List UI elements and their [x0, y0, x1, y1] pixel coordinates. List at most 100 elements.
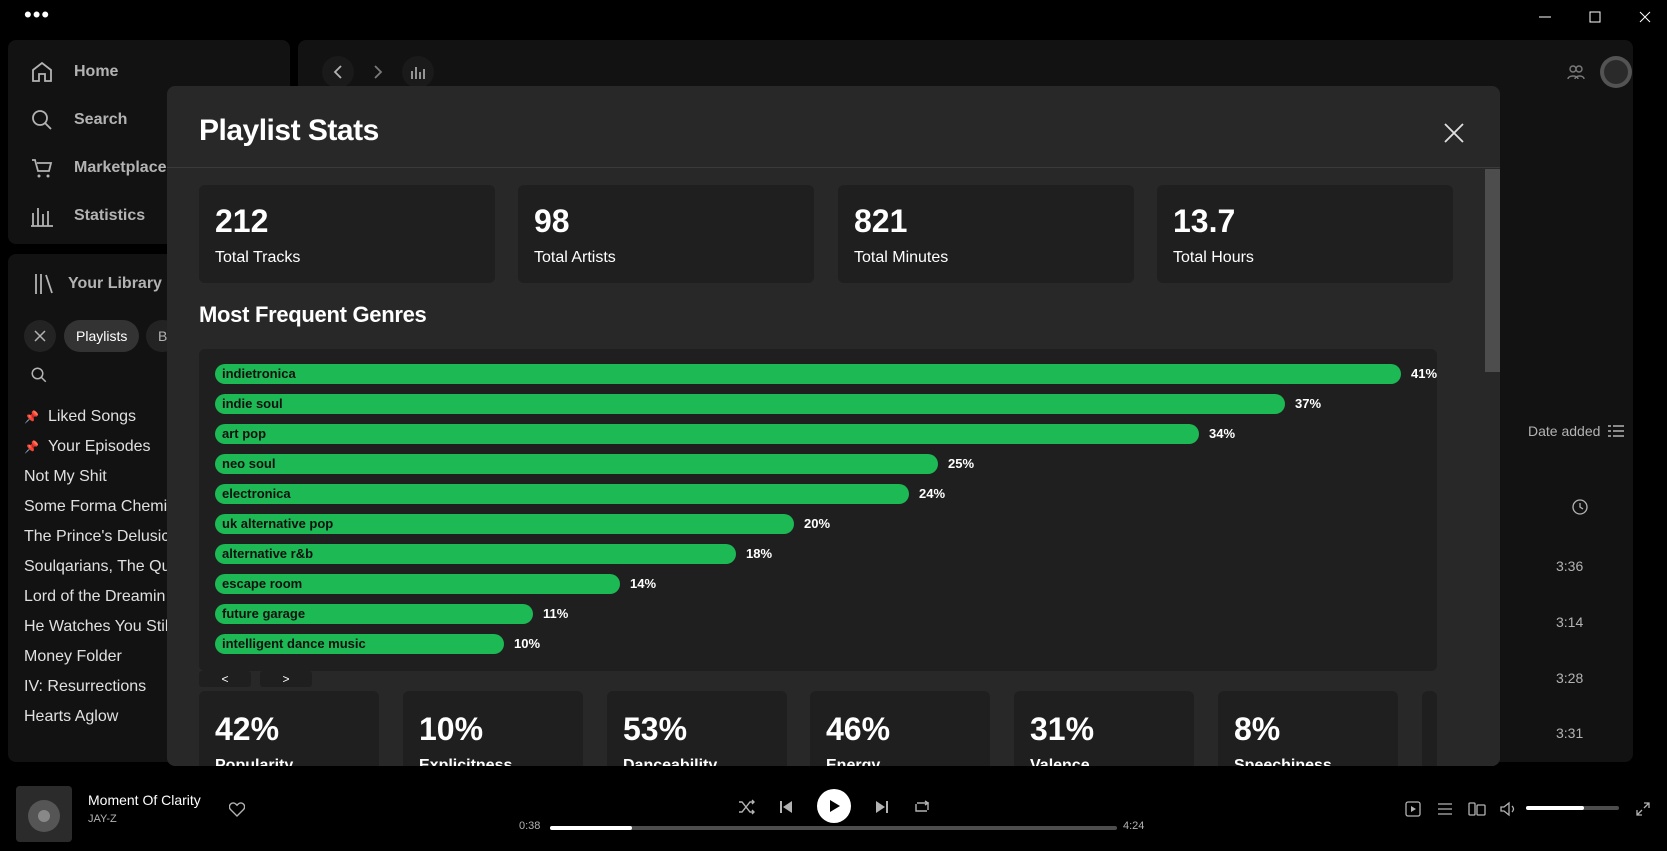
genre-bar: indietronica	[215, 364, 1401, 384]
progress-bar[interactable]	[550, 826, 1117, 830]
list-item[interactable]: The Prince's Delusic	[24, 528, 170, 545]
expand-icon	[1636, 802, 1650, 816]
list-item[interactable]: 📌 Liked Songs	[24, 408, 136, 426]
friends-button[interactable]	[1560, 56, 1592, 88]
prev-page-button[interactable]: <	[199, 671, 251, 687]
app-menu-icon[interactable]: •••	[24, 2, 51, 27]
list-item[interactable]: Some Forma Chemi	[24, 498, 168, 515]
previous-button[interactable]	[774, 795, 798, 819]
sort-label: Date added	[1528, 423, 1601, 439]
feature-card-danceability: 53% Danceability	[607, 691, 787, 766]
list-item[interactable]: IV: Resurrections	[24, 678, 147, 695]
chip-playlists[interactable]: Playlists	[64, 320, 140, 352]
nav-marketplace[interactable]: Marketplace	[30, 153, 167, 183]
repeat-button[interactable]	[910, 795, 934, 819]
modal-body: 212 Total Tracks 98 Total Artists 821 To…	[167, 169, 1500, 766]
genre-percent: 34%	[1209, 426, 1236, 441]
play-icon	[830, 800, 840, 812]
shuffle-icon	[739, 799, 755, 815]
total-time: 4:24	[1123, 820, 1145, 832]
feature-card-energy: 46% Energy	[810, 691, 990, 766]
feature-value: 10%	[419, 711, 484, 747]
home-icon	[32, 61, 52, 82]
queue-button[interactable]	[1434, 798, 1456, 820]
modal-scrollbar-thumb[interactable]	[1485, 169, 1500, 372]
genre-percent: 10%	[514, 636, 541, 651]
skip-back-icon	[780, 801, 792, 813]
list-item[interactable]: 📌 Your Episodes	[24, 438, 151, 456]
nav-home[interactable]: Home	[30, 57, 118, 87]
clear-filter-button[interactable]	[24, 320, 56, 352]
forward-button[interactable]	[362, 56, 394, 88]
chart-icon	[31, 208, 53, 227]
list-item[interactable]: Lord of the Dreamin	[24, 588, 166, 605]
library-search-button[interactable]	[30, 366, 48, 389]
genre-bar: electronica	[215, 484, 909, 504]
volume-slider[interactable]	[1526, 806, 1619, 810]
nav-statistics[interactable]: Statistics	[30, 201, 145, 231]
playlist-stats-modal: Playlist Stats 212 Total Tracks 98 Total…	[167, 86, 1500, 766]
chart-icon	[411, 67, 425, 79]
genre-row: electronica 24%	[215, 484, 1435, 504]
album-cover[interactable]	[16, 786, 72, 842]
list-item[interactable]: Not My Shit	[24, 468, 107, 485]
play-button[interactable]	[817, 789, 851, 823]
modal-close-button[interactable]	[1437, 116, 1471, 150]
window-close-icon[interactable]	[1630, 6, 1660, 28]
queue-icon	[1438, 803, 1452, 815]
modal-header: Playlist Stats	[167, 86, 1500, 168]
genre-row: uk alternative pop 20%	[215, 514, 1435, 534]
like-button[interactable]	[226, 798, 248, 820]
fullscreen-button[interactable]	[1632, 798, 1654, 820]
list-item[interactable]: He Watches You Stil	[24, 618, 169, 635]
genre-row: escape room 14%	[215, 574, 1435, 594]
window-titlebar: •••	[0, 0, 1667, 34]
track-duration: 3:31	[1556, 725, 1584, 741]
maximize-icon[interactable]	[1580, 6, 1610, 28]
library-header[interactable]: Your Library	[32, 272, 162, 296]
feature-card-valence: 31% Valence	[1014, 691, 1194, 766]
stats-button[interactable]	[402, 56, 434, 88]
nav-search[interactable]: Search	[30, 105, 127, 135]
feature-card-speechiness: 8% Speechiness	[1218, 691, 1398, 766]
genre-row: neo soul 25%	[215, 454, 1435, 474]
genre-row: art pop 34%	[215, 424, 1435, 444]
list-item[interactable]: Soulqarians, The Qu	[24, 558, 171, 575]
avatar[interactable]	[1600, 56, 1632, 88]
feature-value: 8%	[1234, 711, 1281, 747]
minimize-icon[interactable]	[1530, 6, 1560, 28]
connect-device-button[interactable]	[1466, 798, 1488, 820]
sort-dropdown[interactable]: Date added	[1528, 423, 1625, 439]
genre-name: uk alternative pop	[222, 516, 334, 531]
track-artist[interactable]: JAY-Z	[88, 813, 117, 825]
now-playing-icon	[1405, 801, 1421, 817]
track-title[interactable]: Moment Of Clarity	[88, 792, 201, 808]
genres-heading: Most Frequent Genres	[199, 302, 427, 327]
stat-card-tracks: 212 Total Tracks	[199, 185, 495, 283]
genre-percent: 14%	[630, 576, 657, 591]
volume-button[interactable]	[1498, 798, 1520, 820]
genre-row: future garage 11%	[215, 604, 1435, 624]
list-item-label: Liked Songs	[47, 408, 137, 425]
genre-name: escape room	[222, 576, 303, 591]
next-button[interactable]	[870, 795, 894, 819]
feature-label: Danceability	[623, 757, 718, 766]
list-item-label: Your Episodes	[47, 438, 151, 455]
list-item[interactable]: Hearts Aglow	[24, 708, 119, 725]
next-page-button[interactable]: >	[260, 671, 312, 687]
nav-home-label: Home	[74, 63, 119, 80]
list-item[interactable]: Money Folder	[24, 648, 122, 665]
nav-marketplace-label: Marketplace	[74, 159, 167, 176]
library-title: Your Library	[68, 275, 162, 292]
stat-label: Total Hours	[1173, 249, 1254, 266]
shuffle-button[interactable]	[735, 795, 759, 819]
feature-label: Explicitness	[419, 757, 513, 766]
feature-value: 53%	[623, 711, 688, 747]
genre-name: indietronica	[222, 366, 296, 381]
feature-value: 31%	[1030, 711, 1095, 747]
genre-name: indie soul	[222, 396, 283, 411]
back-button[interactable]	[322, 56, 354, 88]
close-icon	[1444, 123, 1464, 143]
now-playing-view-button[interactable]	[1402, 798, 1424, 820]
genre-percent: 25%	[948, 456, 975, 471]
